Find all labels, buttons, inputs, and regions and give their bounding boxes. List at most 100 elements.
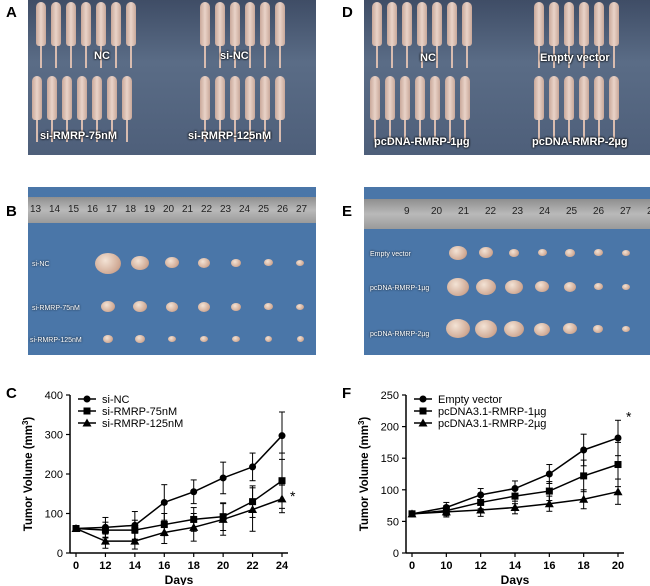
y-tick-label: 200: [45, 469, 63, 481]
ruler-tick-label: 20: [431, 206, 443, 217]
ruler-tick-label: 20: [163, 204, 175, 215]
legend-label: si-RMRP-75nM: [102, 406, 177, 418]
ruler-tick-label: 14: [49, 204, 61, 215]
mouse: [609, 76, 619, 120]
mouse-tail: [85, 46, 87, 68]
tumor: [198, 302, 210, 313]
x-tick-label: 0: [73, 560, 79, 572]
tumor: [535, 281, 549, 293]
ruler-tick-label: 22: [201, 204, 213, 215]
mouse-tail: [70, 46, 72, 68]
legend-marker: [83, 407, 91, 415]
mouse: [462, 2, 472, 46]
mouse: [549, 2, 559, 46]
mice-photo-a: NC si-NC si-RMRP-75nM si-RMRP-125nM: [28, 0, 316, 155]
mouse-tail: [389, 120, 391, 142]
mouse-tail: [36, 120, 38, 142]
x-tick-label: 24: [276, 560, 289, 572]
x-tick-label: 10: [440, 560, 452, 572]
mouse: [215, 2, 225, 46]
ruler-tick-label: 17: [106, 204, 118, 215]
mouse: [460, 76, 470, 120]
legend-marker: [83, 395, 91, 403]
data-point: [441, 507, 451, 516]
ruler-tick-label: 21: [182, 204, 194, 215]
mouse: [579, 76, 589, 120]
ruler-tick-label: 24: [539, 206, 551, 217]
mice-photo-d: NC Empty vector pcDNA-RMRP-1µg pcDNA-RMR…: [364, 0, 650, 155]
y-tick-label: 400: [45, 390, 63, 402]
panel-letter-a: A: [6, 4, 17, 21]
mouse-tail: [583, 46, 585, 68]
row-label-si-rmrp-75nm: si-RMRP-75nM: [32, 305, 80, 312]
mouse-tail: [598, 46, 600, 68]
group-label-pcdna-rmrp-1ug: pcDNA-RMRP-1µg: [374, 136, 470, 148]
x-tick-label: 0: [409, 560, 415, 572]
mouse: [534, 76, 544, 120]
ruler-tick-label: 27: [620, 206, 632, 217]
mouse-tail: [234, 120, 236, 142]
group-label-nc: NC: [420, 52, 436, 64]
data-point: [580, 472, 588, 480]
tumor: [103, 335, 113, 343]
data-point: [131, 526, 139, 534]
ruler-tick-label: 19: [144, 204, 156, 215]
mouse: [534, 2, 544, 46]
y-axis-label: Tumor Volume (mm3): [357, 417, 371, 532]
tumor-photo-b: 13 14 15 16 17 18 19 20 21 22 23 24 25 26 27 si-NC si-…: [28, 187, 316, 355]
mouse: [200, 76, 210, 120]
mouse-tail: [404, 120, 406, 142]
mouse-tail: [204, 46, 206, 68]
x-tick-label: 14: [129, 560, 142, 572]
mouse-tail: [130, 46, 132, 68]
mouse-tail: [249, 120, 251, 142]
legend-marker: [419, 395, 427, 403]
data-point: [190, 488, 198, 496]
mouse-tail: [374, 120, 376, 142]
panel-letter-e: E: [342, 203, 353, 220]
group-label-pcdna-rmrp-2ug: pcDNA-RMRP-2µg: [532, 136, 628, 148]
ruler-tick-label: 16: [87, 204, 99, 215]
mouse-tail: [66, 120, 68, 142]
mouse: [579, 2, 589, 46]
tumor: [622, 249, 630, 256]
ruler-tick-label: 28: [647, 206, 650, 217]
tumor: [95, 252, 121, 274]
mouse-tail: [598, 120, 600, 142]
panel-letter-d: D: [342, 4, 353, 21]
data-point: [476, 505, 486, 514]
tumor-photo-e: 9 20 21 22 23 24 25 26 27 28 Empty vector pcDNA-R…: [364, 187, 650, 355]
y-axis-label: Tumor Volume (mm3): [21, 417, 35, 532]
tumor: [131, 255, 149, 270]
y-tick-label: 200: [381, 422, 399, 434]
mouse-tail: [249, 46, 251, 68]
data-point: [189, 522, 199, 531]
mouse: [77, 76, 87, 120]
mouse-tail: [449, 120, 451, 142]
data-point: [248, 505, 258, 514]
tumor: [263, 303, 273, 311]
data-point: [613, 487, 623, 496]
mouse: [275, 2, 285, 46]
mouse-tail: [538, 120, 540, 142]
mouse-tail: [81, 120, 83, 142]
x-tick-label: 14: [509, 560, 522, 572]
mouse-tail: [126, 120, 128, 142]
mouse-tail: [111, 120, 113, 142]
group-label-nc: NC: [94, 50, 110, 62]
row-label-pcdna-rmrp-2ug: pcDNA-RMRP-2µg: [370, 331, 430, 338]
x-axis-label: Days: [165, 573, 194, 585]
x-tick-label: 16: [543, 560, 555, 572]
tumor: [296, 336, 304, 343]
mouse-tail: [436, 46, 438, 68]
data-point: [218, 514, 228, 523]
row-label-si-nc: si-NC: [32, 261, 50, 268]
group-label-empty-vector: Empty vector: [540, 52, 610, 64]
mouse-tail: [406, 46, 408, 68]
tumor: [296, 303, 304, 310]
ruler-tick-label: 25: [566, 206, 578, 217]
tumor: [563, 323, 577, 335]
data-point: [580, 446, 588, 454]
data-point: [219, 474, 227, 482]
data-point: [101, 526, 109, 534]
